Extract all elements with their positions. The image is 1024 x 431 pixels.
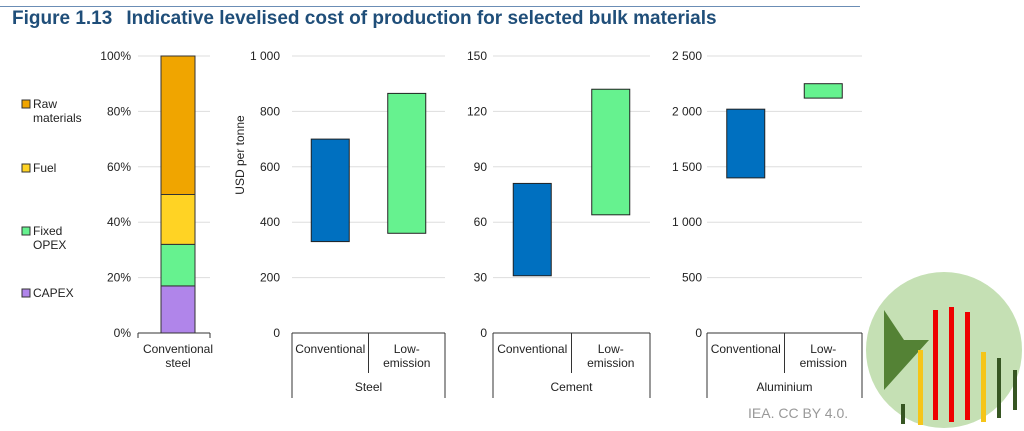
y-tick-label: 60% xyxy=(107,160,131,174)
figure-number: Figure 1.13 xyxy=(12,8,113,29)
x-tick-label: steel xyxy=(165,356,190,370)
y-tick-label: 30 xyxy=(474,271,488,285)
x-tick-label: Conventional xyxy=(143,342,213,356)
y-tick-label: 20% xyxy=(107,271,131,285)
x-tick-label: Low- xyxy=(810,342,836,356)
legend-label: CAPEX xyxy=(33,286,74,300)
y-tick-label: 0 xyxy=(695,326,702,340)
legend-swatch xyxy=(21,288,31,298)
y-tick-label: 800 xyxy=(260,104,280,118)
y-tick-label: 80% xyxy=(107,104,131,118)
y-tick-label: 1 000 xyxy=(250,49,280,63)
x-tick-label: Low- xyxy=(598,342,624,356)
x-tick-label: Conventional xyxy=(497,342,567,356)
legend-swatch xyxy=(21,99,31,109)
y-axis-label: USD per tonne xyxy=(233,115,247,195)
y-tick-label: 90 xyxy=(474,160,488,174)
figure-title: Figure 1.13 Indicative levelised cost of … xyxy=(12,8,717,30)
watermark-logo xyxy=(866,272,1022,428)
legend-label: Raw xyxy=(33,97,57,111)
y-tick-label: 1 000 xyxy=(672,215,702,229)
y-tick-label: 40% xyxy=(107,215,131,229)
y-tick-label: 120 xyxy=(467,104,487,118)
legend-label: Fuel xyxy=(33,161,56,175)
y-tick-label: 1 500 xyxy=(672,160,702,174)
range-bar-low-emission xyxy=(803,83,843,99)
x-tick-label: emission xyxy=(800,356,847,370)
y-tick-label: 0 xyxy=(273,326,280,340)
x-tick-label: Conventional xyxy=(295,342,365,356)
credit: IEA. CC BY 4.0. xyxy=(748,405,849,421)
x-tick-label: emission xyxy=(383,356,430,370)
bar-segment-fuel xyxy=(160,194,196,245)
y-tick-label: 2 500 xyxy=(672,49,702,63)
legend-label: Fixed xyxy=(33,224,62,238)
legend-label: OPEX xyxy=(33,238,66,252)
range-bar-low-emission xyxy=(387,92,427,234)
range-bar-conventional xyxy=(726,108,766,179)
y-tick-label: 500 xyxy=(682,271,702,285)
legend-swatch xyxy=(21,163,31,173)
group-label: Aluminium xyxy=(756,380,812,394)
range-bar-low-emission xyxy=(591,88,631,216)
y-tick-label: 2 000 xyxy=(672,104,702,118)
range-bar-conventional xyxy=(512,182,552,277)
y-tick-label: 150 xyxy=(467,49,487,63)
bar-segment-raw-materials xyxy=(160,55,196,195)
bar-segment-capex xyxy=(160,285,196,334)
x-tick-label: Low- xyxy=(394,342,420,356)
legend-label: materials xyxy=(33,111,82,125)
legend-swatch xyxy=(21,226,31,236)
y-tick-label: 200 xyxy=(260,271,280,285)
x-tick-label: Conventional xyxy=(711,342,781,356)
figure-title-text: Indicative levelised cost of production … xyxy=(126,8,717,29)
y-tick-label: 60 xyxy=(474,215,488,229)
group-label: Steel xyxy=(355,380,382,394)
x-tick-label: emission xyxy=(587,356,634,370)
y-tick-label: 600 xyxy=(260,160,280,174)
title-rule xyxy=(0,6,860,7)
range-bar-conventional xyxy=(310,138,350,243)
y-tick-label: 0% xyxy=(114,326,132,340)
y-tick-label: 400 xyxy=(260,215,280,229)
group-label: Cement xyxy=(550,380,593,394)
bar-segment-fixed-opex xyxy=(160,243,196,287)
y-tick-label: 0 xyxy=(480,326,487,340)
y-tick-label: 100% xyxy=(100,49,131,63)
